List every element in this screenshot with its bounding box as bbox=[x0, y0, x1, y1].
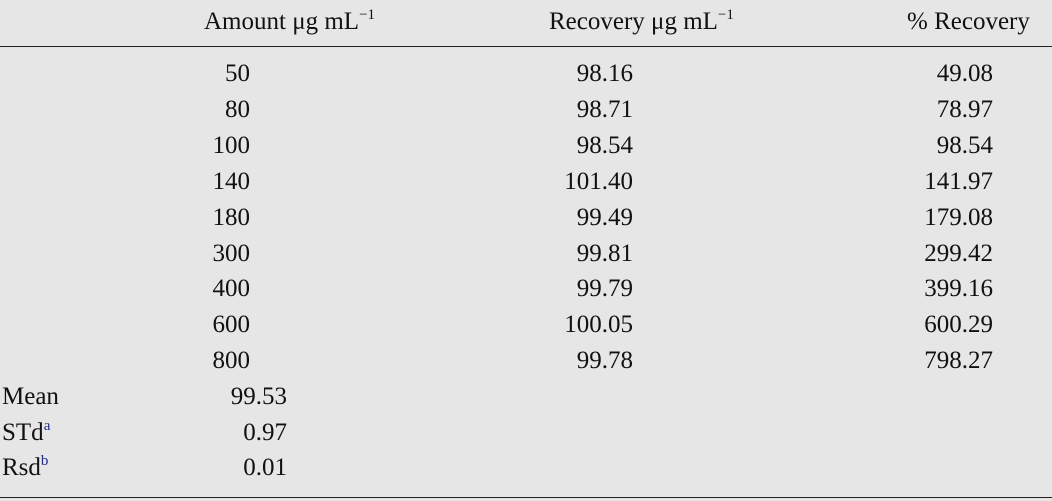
table-cell: 400 bbox=[213, 274, 251, 304]
table-cell: 100 bbox=[213, 131, 251, 161]
table-cell: 100.05 bbox=[564, 310, 633, 340]
table-cell: 50 bbox=[225, 59, 250, 89]
table-cell: 600 bbox=[213, 310, 251, 340]
table-cell: 600.29 bbox=[924, 310, 993, 340]
table-cell-text: 98.54 bbox=[576, 131, 633, 159]
table-cell-text: 98.71 bbox=[576, 95, 633, 123]
table-cell-text: 600 bbox=[212, 311, 251, 339]
summary-value: 0.97 bbox=[243, 418, 287, 448]
summary-value: 0.01 bbox=[243, 453, 287, 483]
table-cell: 98.16 bbox=[577, 59, 633, 89]
table-cell: 78.97 bbox=[937, 95, 993, 125]
summary-value: 99.53 bbox=[231, 382, 287, 412]
summary-label-sup: b bbox=[40, 453, 49, 469]
summary-label-text: STd bbox=[2, 418, 44, 446]
summary-label-text: Mean bbox=[2, 383, 59, 410]
column-header-text: Recovery μg mL bbox=[549, 8, 718, 35]
table-cell-text: 100.05 bbox=[564, 311, 633, 339]
table-cell: 99.78 bbox=[577, 346, 633, 376]
summary-value-text: 99.53 bbox=[230, 383, 287, 410]
table-cell-text: 798.27 bbox=[924, 347, 993, 375]
table-cell-text: 49.08 bbox=[936, 60, 993, 87]
table-cell-text: 299.42 bbox=[924, 239, 993, 267]
table-cell: 300 bbox=[213, 239, 251, 269]
table-cell-text: 399.16 bbox=[924, 275, 993, 303]
column-header-text: Amount μg mL bbox=[204, 8, 360, 35]
summary-value-text: 0.01 bbox=[243, 454, 287, 481]
table-cell: 180 bbox=[213, 203, 251, 233]
table-cell: 399.16 bbox=[924, 274, 993, 304]
table-cell-text: 50 bbox=[225, 60, 250, 87]
table-cell: 80 bbox=[225, 95, 250, 125]
table-cell: 98.54 bbox=[577, 131, 633, 161]
table-cell-text: 180 bbox=[212, 203, 251, 231]
table-cell-text: 100 bbox=[212, 131, 251, 159]
summary-value-text: 0.97 bbox=[243, 418, 287, 446]
table-cell-text: 400 bbox=[212, 275, 251, 303]
table-cell: 800 bbox=[213, 346, 251, 376]
table-cell: 99.79 bbox=[577, 274, 633, 304]
table-cell-text: 99.79 bbox=[576, 275, 633, 303]
table-cell-text: 800 bbox=[212, 347, 251, 375]
table-cell: 98.54 bbox=[937, 131, 993, 161]
table-cell-text: 140 bbox=[212, 167, 251, 195]
column-header: Amount μg mL−1 bbox=[204, 7, 375, 37]
table-cell-text: 99.78 bbox=[576, 347, 633, 375]
summary-label: STda bbox=[2, 418, 50, 448]
table-cell-text: 300 bbox=[212, 239, 251, 267]
table-cell-text: 99.49 bbox=[576, 203, 633, 231]
table-cell: 98.71 bbox=[577, 95, 633, 125]
table-cell: 99.49 bbox=[577, 203, 633, 233]
table-cell: 179.08 bbox=[924, 203, 993, 233]
table-cell-text: 98.54 bbox=[936, 131, 993, 159]
column-header: Recovery μg mL−1 bbox=[549, 7, 734, 37]
table-cell: 141.97 bbox=[924, 167, 993, 197]
table-cell-text: 78.97 bbox=[936, 95, 993, 123]
table-cell-text: 98.16 bbox=[576, 60, 633, 87]
table-cell: 798.27 bbox=[924, 346, 993, 376]
table-cell: 299.42 bbox=[924, 239, 993, 269]
table-cell-text: 80 bbox=[225, 95, 250, 123]
table-cell: 101.40 bbox=[564, 167, 633, 197]
column-header: % Recovery bbox=[907, 7, 1030, 37]
summary-label: Rsdb bbox=[2, 453, 48, 483]
summary-label-sup: a bbox=[43, 417, 51, 434]
column-header-sup: −1 bbox=[359, 7, 376, 23]
table-cell-text: 179.08 bbox=[924, 203, 993, 231]
table-cell: 99.81 bbox=[577, 239, 633, 269]
header-rule bbox=[0, 46, 1052, 47]
table-cell-text: 141.97 bbox=[924, 167, 993, 195]
summary-label: Mean bbox=[2, 382, 59, 412]
column-header-text: % Recovery bbox=[907, 8, 1030, 35]
summary-label-text: Rsd bbox=[2, 454, 41, 481]
bottom-rule bbox=[0, 497, 1052, 498]
table-cell-text: 99.81 bbox=[576, 239, 633, 267]
table-cell: 49.08 bbox=[937, 59, 993, 89]
table-cell-text: 600.29 bbox=[924, 311, 993, 339]
column-header-sup: −1 bbox=[717, 7, 734, 23]
table-cell-text: 101.40 bbox=[564, 167, 633, 195]
table-cell: 140 bbox=[213, 167, 251, 197]
